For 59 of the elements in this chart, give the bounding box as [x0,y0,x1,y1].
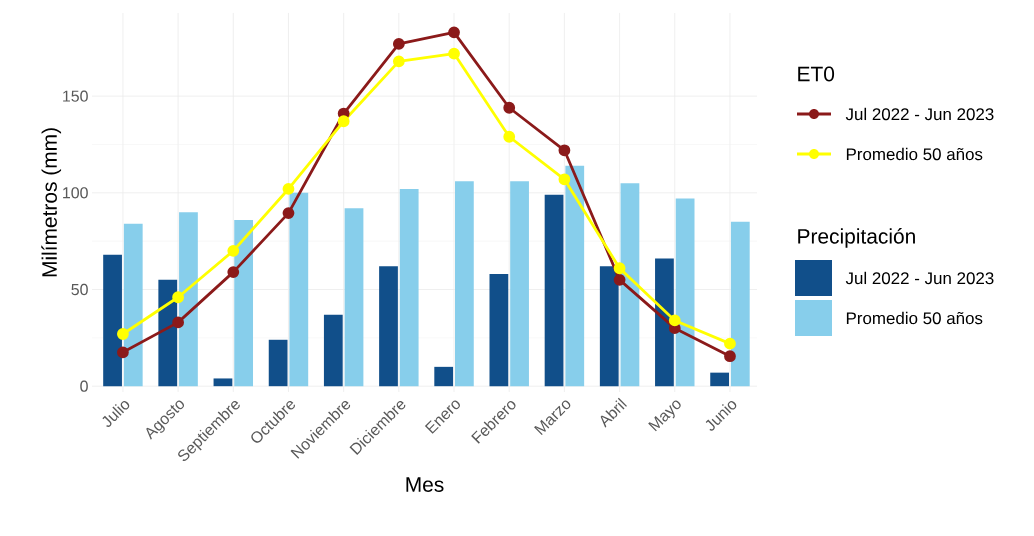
bar [179,212,198,387]
bar [544,194,564,387]
bar [599,266,619,387]
point [282,207,295,220]
bar [289,192,309,387]
x-tick-label: Julio [102,400,130,427]
y-tick-label: 100 [63,187,88,199]
bar [234,219,254,387]
point [392,38,405,50]
point [448,47,460,60]
bar [213,378,233,387]
point [613,262,626,275]
bar [344,208,364,387]
point [724,350,736,363]
bar [655,258,674,387]
point [724,337,736,350]
point [117,328,129,340]
text: ET0 [798,66,835,82]
bar [158,279,178,387]
bar [103,254,122,387]
bar [620,183,640,387]
bar [123,223,143,387]
point [172,291,184,304]
bar [565,165,585,387]
point [337,115,350,128]
bar [379,266,398,387]
bar [489,274,509,387]
point [227,244,240,257]
point [282,183,295,195]
bar [434,366,454,387]
legend-label: Promedio 50 años [846,311,983,325]
point [227,266,240,278]
y-tick-label: 50 [71,283,88,296]
point [392,55,405,68]
bar [510,181,529,387]
point [503,130,516,143]
point [503,101,516,114]
legend-label: Jul 2022 - Jun 2023 [845,271,994,285]
y-tick-label: 0 [80,380,88,392]
point [668,314,681,327]
point [558,144,571,157]
point [448,26,460,39]
legend-label: Promedio 50 años [846,147,983,161]
bar [399,188,419,387]
bar [730,221,750,387]
point [558,173,571,186]
point [613,273,626,286]
bar [710,372,729,387]
bar [323,314,343,387]
y-axis-title: Milímetros (mm) [41,128,62,277]
bar [268,339,288,387]
legend-label: Jul 2022 - Jun 2023 [845,107,994,121]
text: Precipitación [798,228,915,248]
bar [455,181,474,387]
y-tick-label: 150 [63,90,88,102]
point [172,316,184,329]
bar [675,198,695,387]
point [117,346,129,359]
x-axis-title: Mes [406,477,444,492]
